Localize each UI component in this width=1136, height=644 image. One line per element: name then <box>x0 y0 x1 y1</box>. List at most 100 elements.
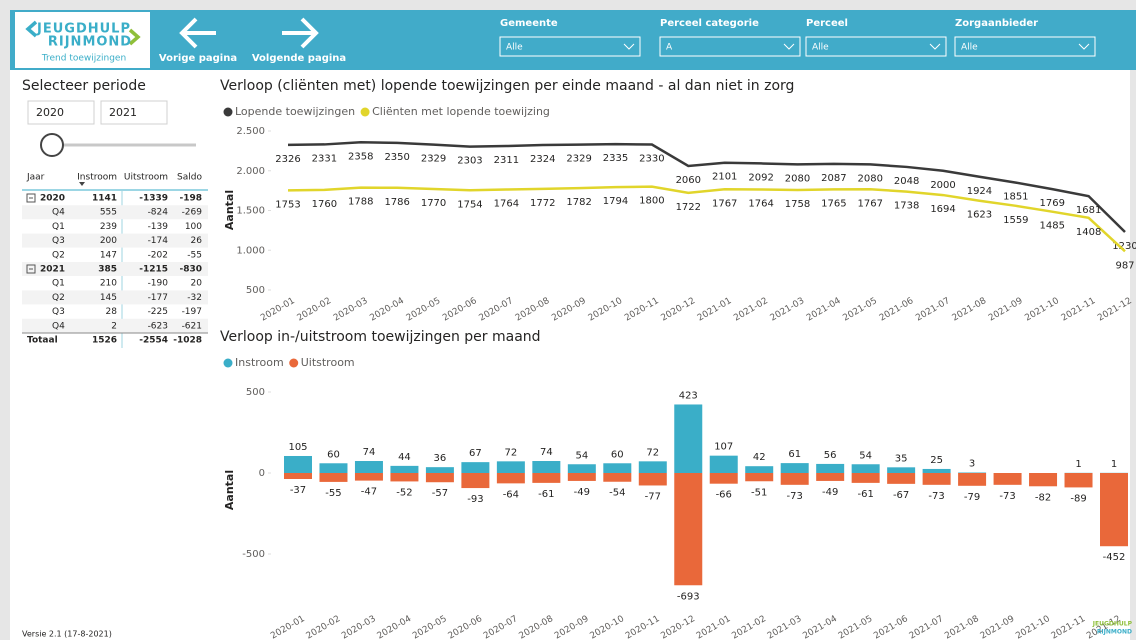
data-label: 2329 <box>421 154 446 165</box>
y-tick-label: 500 <box>246 285 265 296</box>
table-cell: -197 <box>182 307 202 317</box>
slider-handle[interactable] <box>41 134 63 156</box>
data-label: 2326 <box>275 154 300 165</box>
data-label: 107 <box>714 442 733 453</box>
top-strip <box>0 0 1136 10</box>
bar <box>852 464 880 473</box>
data-label: -49 <box>822 487 838 498</box>
filter-value[interactable]: A <box>666 43 673 53</box>
data-label: 2350 <box>384 152 409 163</box>
date-from[interactable]: 2020 <box>36 106 64 119</box>
data-label: 1760 <box>312 199 337 210</box>
bar <box>461 462 489 473</box>
data-label: 56 <box>824 450 837 461</box>
legend-marker <box>289 359 298 368</box>
data-label: 44 <box>398 452 411 463</box>
data-label: -47 <box>361 487 377 498</box>
table-cell: -830 <box>179 265 202 275</box>
data-label: 987 <box>1115 260 1134 271</box>
data-label: 1754 <box>457 199 482 210</box>
table-cell: -177 <box>148 293 168 303</box>
nav-label[interactable]: Volgende pagina <box>252 53 346 64</box>
bar <box>923 469 951 473</box>
table-cell: -198 <box>179 194 202 204</box>
table-cell: -1028 <box>173 336 202 346</box>
data-label: -52 <box>396 487 412 498</box>
bar <box>532 473 560 483</box>
data-label: 1 <box>1111 459 1117 470</box>
data-label: 1694 <box>930 204 955 215</box>
data-label: 2101 <box>712 172 737 183</box>
data-label: 2303 <box>457 156 482 167</box>
table-cell: Q1 <box>52 222 65 232</box>
bar <box>816 473 844 481</box>
y-tick-label: 500 <box>246 387 265 398</box>
data-label: 1800 <box>639 196 664 207</box>
table-cell: 147 <box>100 250 117 260</box>
column-header: Jaar <box>26 173 45 183</box>
data-label: 72 <box>505 447 518 458</box>
y-axis-title: Aantal <box>223 470 236 510</box>
table-cell: 145 <box>100 293 117 303</box>
data-label: -73 <box>928 491 944 502</box>
bar <box>568 473 596 481</box>
bar <box>1029 473 1057 486</box>
data-label: 2335 <box>603 153 628 164</box>
y-tick-label: 1.000 <box>236 245 265 256</box>
table-cell: -202 <box>148 250 168 260</box>
bar <box>1065 473 1093 487</box>
data-label: 2092 <box>748 172 773 183</box>
footer-logo: JEUGDHULP <box>1092 621 1133 628</box>
bar <box>958 473 986 486</box>
data-label: -693 <box>677 591 700 602</box>
table-cell: -824 <box>148 208 169 218</box>
legend-marker <box>361 108 370 117</box>
data-label: -64 <box>503 489 519 500</box>
table-cell: 20 <box>191 279 203 289</box>
y-tick-label: 0 <box>259 468 265 479</box>
data-label: -73 <box>787 491 803 502</box>
bar <box>639 473 667 485</box>
bar <box>319 473 347 482</box>
data-label: -37 <box>290 485 306 496</box>
data-label: -77 <box>645 491 661 502</box>
bar <box>284 473 312 479</box>
data-label: 1623 <box>967 210 992 221</box>
y-tick-label: -500 <box>242 549 265 560</box>
table-cell: -623 <box>148 321 168 331</box>
data-label: 1851 <box>1003 192 1028 203</box>
data-label: -452 <box>1103 552 1126 563</box>
data-label: 74 <box>363 447 376 458</box>
bar <box>745 473 773 481</box>
table-cell: 239 <box>100 222 117 232</box>
table-cell: 385 <box>98 265 117 275</box>
column-header: Saldo <box>177 173 202 183</box>
filter-value[interactable]: Alle <box>961 43 978 53</box>
bar <box>674 404 702 473</box>
data-label: -55 <box>325 488 341 499</box>
table-cell: -190 <box>148 279 169 289</box>
data-label: -49 <box>574 487 590 498</box>
table-cell: -1215 <box>139 265 168 275</box>
data-label: 54 <box>859 450 872 461</box>
filter-value[interactable]: Alle <box>812 43 829 53</box>
table-cell: 26 <box>191 236 203 246</box>
data-label: 1788 <box>348 197 373 208</box>
nav-label[interactable]: Vorige pagina <box>159 53 237 64</box>
bar <box>710 456 738 473</box>
data-label: 3 <box>969 459 975 470</box>
data-label: 2358 <box>348 151 373 162</box>
table-cell: -225 <box>148 307 168 317</box>
table-cell: 210 <box>100 279 117 289</box>
table-cell: 28 <box>106 307 118 317</box>
data-label: 60 <box>611 449 624 460</box>
filter-value[interactable]: Alle <box>506 43 523 53</box>
data-label: 2060 <box>676 175 701 186</box>
data-label: 60 <box>327 449 340 460</box>
left-strip <box>0 0 10 640</box>
bar <box>603 473 631 482</box>
date-to[interactable]: 2021 <box>109 106 137 119</box>
legend-marker <box>224 108 233 117</box>
bar <box>532 461 560 473</box>
